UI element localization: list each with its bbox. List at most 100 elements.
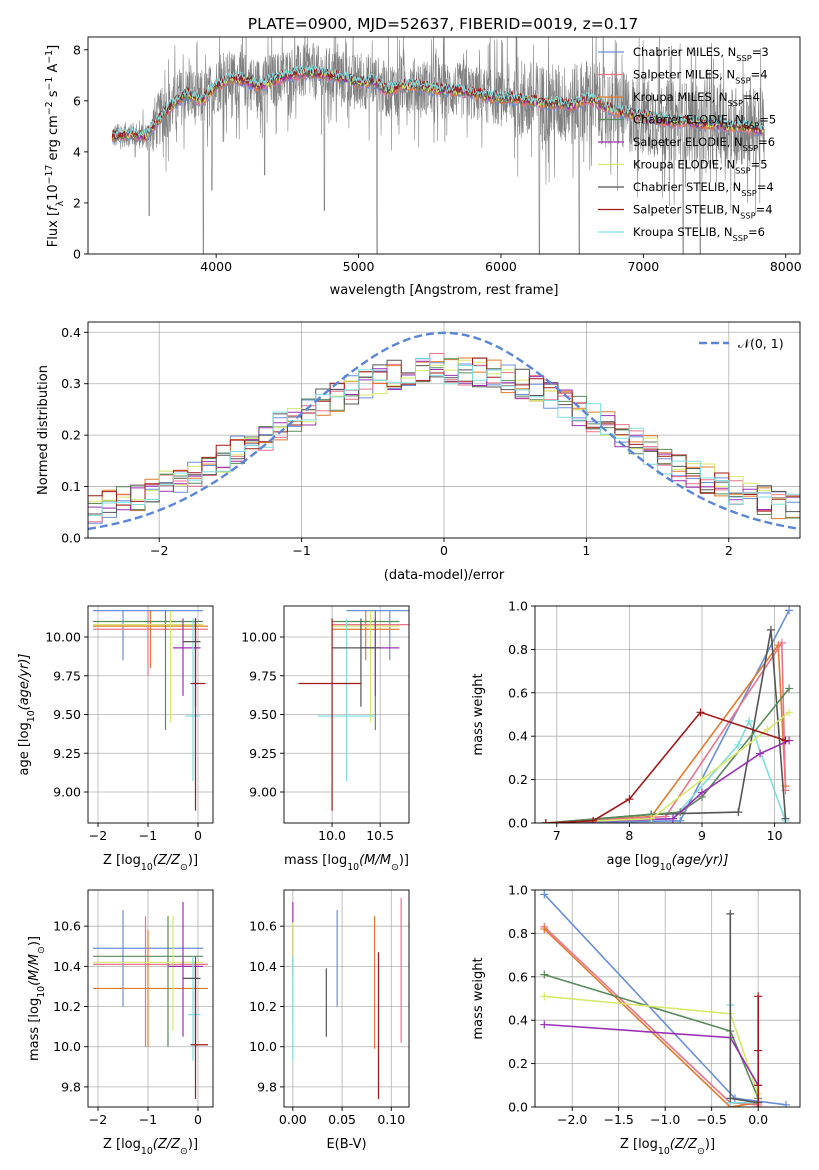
legend-entry-part: Kroupa ELODIE, N (633, 158, 735, 172)
y-tick-label: 10.6 (53, 919, 81, 934)
axes-frame (283, 889, 410, 1108)
x-axis-label-part: age [log (607, 853, 660, 868)
y-tick-label: 0.2 (508, 1056, 528, 1071)
axes-age_vs_mass: 10.0 10.5 9.00 9.25 9.50 9.75 10.00 mass [log10… (241, 605, 410, 873)
weight-marker (540, 1020, 549, 1029)
weight-line (545, 609, 790, 823)
x-tick-label: 0.05 (328, 1112, 356, 1127)
x-axis-label: age [log10(age/yr)] (607, 853, 729, 873)
y-tick-label: 10.0 (53, 1039, 81, 1054)
legend-entry-part: =3 (752, 45, 769, 59)
x-axis-label: (data-model)/error (384, 568, 505, 583)
weight-marker (647, 814, 656, 823)
y-axis-label-part: −2 (44, 101, 55, 115)
weight-marker (781, 736, 790, 745)
x-axis-label-part: (Z/Z (670, 1137, 698, 1152)
x-axis-label-part: ⊙ (697, 1146, 705, 1157)
weight-marker (540, 992, 549, 1001)
y-tick-label: 0.4 (508, 729, 528, 744)
weight-marker (696, 708, 705, 717)
legend-entry-part: =4 (751, 68, 768, 82)
y-tick-label: 9.00 (53, 785, 81, 800)
legend-entry: Kroupa STELIB, NSSP=6 (633, 225, 765, 243)
y-tick-label: 0.6 (508, 969, 528, 984)
y-tick-label: 10.2 (249, 999, 277, 1014)
y-tick-label: 0.4 (508, 1013, 528, 1028)
x-tick-label: −2.0 (557, 1112, 587, 1127)
x-axis-label: Z [log10(Z/Z⊙)] (103, 1137, 198, 1157)
y-tick-label: 9.75 (249, 668, 277, 683)
weight-marker (697, 788, 706, 797)
y-tick-label: 9.75 (53, 668, 81, 683)
legend-entry-part: SSP (735, 76, 750, 86)
y-tick-label: 8 (73, 42, 81, 57)
y-tick-label: 0.2 (508, 772, 528, 787)
y-axis-label-part: A (46, 64, 61, 77)
weight-line (544, 995, 759, 1095)
legend-entry: Salpeter STELIB, NSSP=4 (633, 203, 773, 221)
x-tick-label: −2 (150, 543, 168, 558)
weight-line (544, 973, 759, 1099)
gaussian-reference-line (88, 331, 800, 531)
y-tick-label: 1.0 (508, 599, 528, 614)
y-tick-label: 10.2 (53, 999, 81, 1014)
x-axis-label-part: (Z/Z (153, 853, 181, 868)
y-axis-label: Flux [fλ10−17 erg cm−2 s−1 A−1] (44, 45, 66, 247)
y-axis-label-part: f (46, 204, 61, 211)
y-axis-label-part: ] (46, 45, 61, 50)
y-axis-label-part: s (46, 90, 61, 101)
x-axis-label-part: ⊙ (180, 1146, 188, 1157)
x-tick-label: 4000 (200, 259, 232, 274)
legend-entry: Kroupa MILES, NSSP=4 (633, 90, 760, 108)
weight-line (729, 913, 759, 1104)
model-spectrum-line (111, 64, 765, 139)
legend-entry: Chabrier MILES, NSSP=3 (633, 45, 769, 63)
y-axis-label: Normed distribution (36, 365, 51, 495)
axes-frame (87, 321, 801, 539)
weight-marker (754, 1103, 763, 1107)
weight-line (545, 642, 787, 823)
legend-entry-part: SSP (733, 233, 748, 243)
legend-entry-part: SSP (744, 121, 759, 131)
x-axis-label-part: ⊙ (391, 862, 399, 873)
x-axis-label-part: ⊙ (180, 862, 188, 873)
axes-frame (283, 605, 410, 824)
weight-marker (754, 992, 763, 1001)
x-axis-label-part: Z [log (103, 853, 141, 868)
plot-area (93, 610, 208, 811)
legend-entry-part: Kroupa MILES, N (633, 90, 728, 104)
y-axis-label-part: ⊙ (36, 946, 47, 954)
plot-area (93, 902, 208, 1099)
legend-entry-part: =5 (759, 113, 776, 127)
legend-entry-part: =6 (748, 225, 765, 239)
x-tick-label: 8 (625, 828, 633, 843)
legend-entry-part: Salpeter MILES, N (633, 68, 735, 82)
weight-marker (781, 814, 790, 823)
x-axis-label-part: Z [log (620, 1137, 658, 1152)
x-tick-label: 7 (553, 828, 561, 843)
legend-entry-part: SSP (743, 143, 758, 153)
x-tick-label: 0 (194, 828, 202, 843)
y-axis-label: mass weight (471, 673, 486, 755)
y-axis-label-part: −1 (44, 50, 55, 64)
y-tick-label: 9.25 (53, 746, 81, 761)
x-tick-label: 10 (767, 828, 783, 843)
x-axis-label-part: 10 (658, 1146, 670, 1157)
x-axis-label-part: 10 (141, 862, 153, 873)
weight-marker (541, 819, 550, 823)
y-tick-label: 6 (73, 93, 81, 108)
axes-Z_weights: −2.0 −1.5 −1.0 −0.5 0.0 0.0 0.2 0.4 0.6 0.8 1.0 Z [… (471, 883, 801, 1157)
y-axis-label-part: erg cm (46, 115, 61, 164)
x-axis-label-part: )] (188, 1137, 198, 1152)
y-axis-label-part: (M/M (27, 954, 42, 986)
weight-marker (756, 749, 765, 758)
legend-entry: 𝒩(0, 1) (738, 336, 784, 351)
y-tick-label: 9.50 (53, 707, 81, 722)
x-axis-label-part: )] (188, 853, 198, 868)
y-tick-label: 2 (73, 195, 81, 210)
x-axis-label-part: (age/yr)] (672, 853, 729, 868)
y-tick-label: 4 (73, 144, 81, 159)
y-tick-label: 0.2 (61, 428, 81, 443)
weight-marker (540, 970, 549, 979)
